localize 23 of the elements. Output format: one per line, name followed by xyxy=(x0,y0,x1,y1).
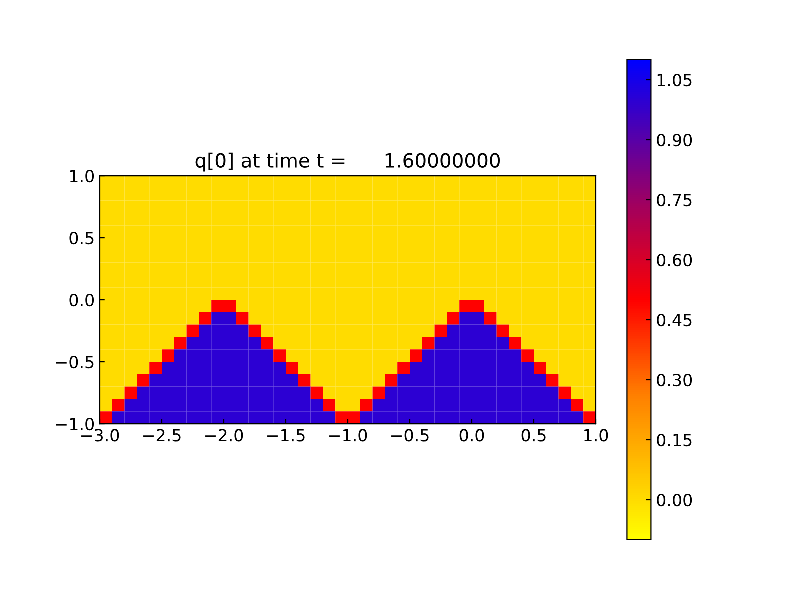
color-bar-label: 0.45 xyxy=(657,314,692,327)
y-tick-label: −0.5 xyxy=(56,356,94,369)
chart-title: q[0] at time t = 1.60000000 xyxy=(196,152,500,172)
x-tick-label: −2.0 xyxy=(206,429,244,442)
y-tick-label: −1.0 xyxy=(56,418,94,431)
color-bar-label: 0.75 xyxy=(657,194,692,207)
y-tick-label: 1.0 xyxy=(70,170,94,183)
x-tick-label: −1.0 xyxy=(330,429,368,442)
color-bar-label: 0.15 xyxy=(657,434,692,447)
color-bar-label: 0.60 xyxy=(657,254,692,267)
color-bar-label: 0.00 xyxy=(657,494,692,507)
x-tick-label: −3.0 xyxy=(82,429,120,442)
color-bar-label: 0.90 xyxy=(657,134,692,147)
color-bar-label: 1.05 xyxy=(658,74,692,87)
x-tick-label: −1.5 xyxy=(268,429,305,442)
x-tick-label: −0.5 xyxy=(392,429,429,442)
y-tick-label: 0.0 xyxy=(70,294,94,307)
x-tick-label: 1.0 xyxy=(584,429,608,442)
x-tick-label: −2.5 xyxy=(144,429,181,442)
color-bar-label: 0.30 xyxy=(657,374,692,387)
x-tick-label: 0.5 xyxy=(522,429,546,442)
x-tick-label: 0.0 xyxy=(460,429,484,442)
y-tick-label: 0.5 xyxy=(70,232,94,245)
